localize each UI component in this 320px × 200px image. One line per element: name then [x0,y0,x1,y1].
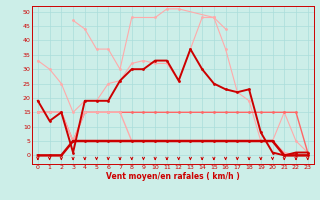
X-axis label: Vent moyen/en rafales ( km/h ): Vent moyen/en rafales ( km/h ) [106,172,240,181]
